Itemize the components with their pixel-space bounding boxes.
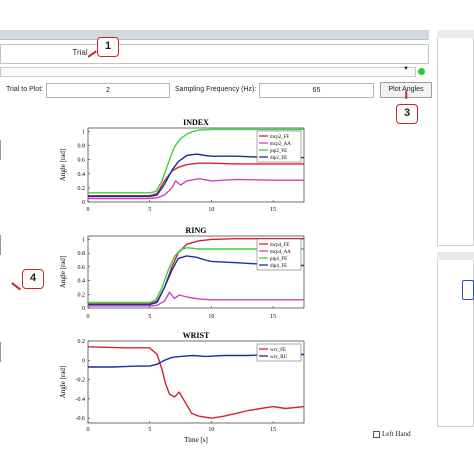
y-tick-label: -0.6: [76, 416, 86, 422]
x-tick-label: 10: [208, 427, 214, 433]
y-tick-label: 0.6: [78, 265, 86, 271]
legend-label: mcp4_AA: [270, 250, 291, 255]
side-panel-bottom: [437, 252, 474, 427]
series-line-mcp2_FF: [88, 162, 304, 197]
chart-title: RING: [186, 226, 207, 235]
legend-label: dip2_FE: [270, 156, 287, 161]
left-edge-mark: [0, 342, 4, 362]
legend-label: mcp2_FF: [270, 135, 289, 140]
series-line-wrx_RU: [88, 353, 304, 368]
y-tick-label: -0.4: [76, 397, 86, 403]
left-hand-checkbox[interactable]: [373, 431, 380, 438]
trial-to-plot-input[interactable]: 2: [46, 83, 170, 98]
trial-to-plot-label: Trial to Plot:: [6, 86, 44, 93]
y-tick-label: 0.4: [78, 279, 86, 285]
left-edge-mark: [0, 235, 4, 255]
annotation-badge-3: 3: [396, 104, 418, 124]
legend-label: dip4_FE: [270, 264, 287, 269]
x-tick-label: 5: [148, 314, 151, 320]
y-axis-label: Angle [rad]: [59, 149, 67, 181]
sampling-frequency-label: Sampling Frequency (Hz):: [175, 86, 257, 93]
x-tick-label: 0: [87, 207, 90, 213]
y-tick-label: 0: [82, 358, 85, 364]
trial-label: Trial: [72, 48, 88, 57]
legend-label: pip2_FE: [270, 149, 287, 154]
x-tick-label: 15: [270, 314, 276, 320]
x-tick-label: 5: [148, 207, 151, 213]
status-led-icon: [418, 68, 425, 75]
y-tick-label: 0.2: [78, 292, 86, 298]
x-tick-label: 0: [87, 314, 90, 320]
chart-title: INDEX: [183, 118, 209, 127]
side-panel-top-header: [437, 30, 474, 38]
annotation-badge-4: 4: [22, 269, 44, 289]
series-line-mcp2_AA: [88, 177, 304, 200]
annotation-badge-1: 1: [97, 37, 119, 57]
series-line-dip2_FE: [88, 153, 304, 198]
series-line-mcp4_AA: [88, 291, 304, 307]
legend-label: pip4_FE: [270, 257, 287, 262]
sampling-frequency-input[interactable]: 65: [259, 83, 374, 98]
y-tick-label: 0.8: [78, 144, 86, 150]
series-line-pip4_FE: [88, 246, 304, 304]
y-tick-label: 0.6: [78, 158, 86, 164]
side-panel-widget[interactable]: [462, 280, 474, 300]
chevron-down-icon[interactable]: ▼: [403, 66, 409, 72]
x-tick-label: 10: [208, 207, 214, 213]
x-tick-label: 0: [87, 427, 90, 433]
x-axis-label: Time [s]: [184, 436, 208, 444]
y-tick-label: -0.2: [76, 378, 86, 384]
y-axis-label: Angle [rad]: [59, 366, 67, 398]
y-tick-label: 1: [82, 237, 85, 243]
x-tick-label: 5: [148, 427, 151, 433]
y-axis-label: Angle [rad]: [59, 256, 67, 288]
left-hand-label: Left Hand: [382, 430, 411, 438]
legend-label: mcp4_FE: [270, 243, 289, 248]
legend-label: wrx_RU: [270, 355, 288, 360]
series-line-pip2_FE: [88, 128, 304, 194]
y-tick-label: 1: [82, 130, 85, 136]
trial-dropdown[interactable]: [0, 67, 416, 77]
chart-title: WRIST: [183, 331, 210, 340]
legend-label: mcp2_AA: [270, 142, 291, 147]
side-panel-top: [437, 30, 474, 246]
left-edge-mark: [0, 140, 4, 160]
x-tick-label: 10: [208, 314, 214, 320]
y-tick-label: 0: [82, 306, 85, 312]
legend-label: wrx_FE: [270, 348, 286, 353]
y-tick-label: 0.2: [78, 186, 86, 192]
x-tick-label: 15: [270, 427, 276, 433]
side-panel-bottom-header: [437, 252, 474, 260]
y-tick-label: 0.2: [78, 339, 86, 345]
x-tick-label: 15: [270, 207, 276, 213]
legend-box: [256, 343, 302, 362]
y-tick-label: 0.8: [78, 251, 86, 257]
y-tick-label: 0.4: [78, 172, 86, 178]
y-tick-label: 0: [82, 200, 85, 206]
series-line-wrx_FE: [87, 346, 305, 419]
series-line-dip4_FE: [88, 255, 305, 306]
annotation-3-pointer: [405, 90, 407, 99]
window-title-bar: [0, 30, 429, 40]
